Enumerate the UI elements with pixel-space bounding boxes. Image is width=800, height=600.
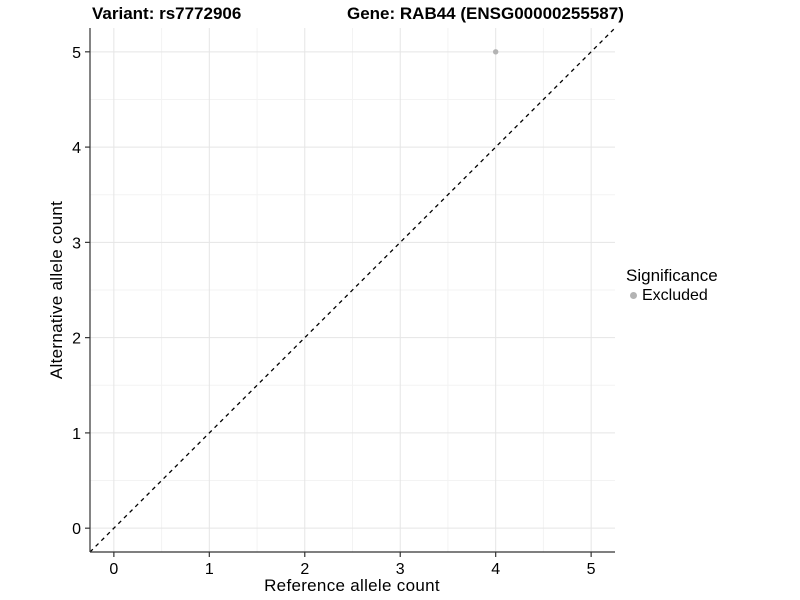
svg-text:4: 4 xyxy=(491,561,500,578)
svg-text:0: 0 xyxy=(109,561,118,578)
x-axis-title: Reference allele count xyxy=(264,576,440,595)
svg-text:1: 1 xyxy=(205,561,214,578)
svg-text:5: 5 xyxy=(587,561,596,578)
legend-title: Significance xyxy=(626,266,718,285)
y-axis-title: Alternative allele count xyxy=(47,200,66,380)
svg-text:3: 3 xyxy=(396,561,405,578)
svg-text:2: 2 xyxy=(300,561,309,578)
legend-item-label: Excluded xyxy=(642,287,708,304)
svg-text:4: 4 xyxy=(72,140,81,157)
legend: Significance Excluded xyxy=(626,265,718,305)
legend-dot-icon xyxy=(630,292,637,299)
plot-title-gene: Gene: RAB44 (ENSG00000255587) xyxy=(347,4,624,23)
plot-title-variant: Variant: rs7772906 xyxy=(92,4,242,23)
svg-text:2: 2 xyxy=(72,331,81,348)
svg-text:5: 5 xyxy=(72,45,81,62)
svg-text:3: 3 xyxy=(72,235,81,252)
svg-text:1: 1 xyxy=(72,426,81,443)
svg-text:0: 0 xyxy=(72,521,81,538)
legend-item-excluded: Excluded xyxy=(626,286,718,305)
